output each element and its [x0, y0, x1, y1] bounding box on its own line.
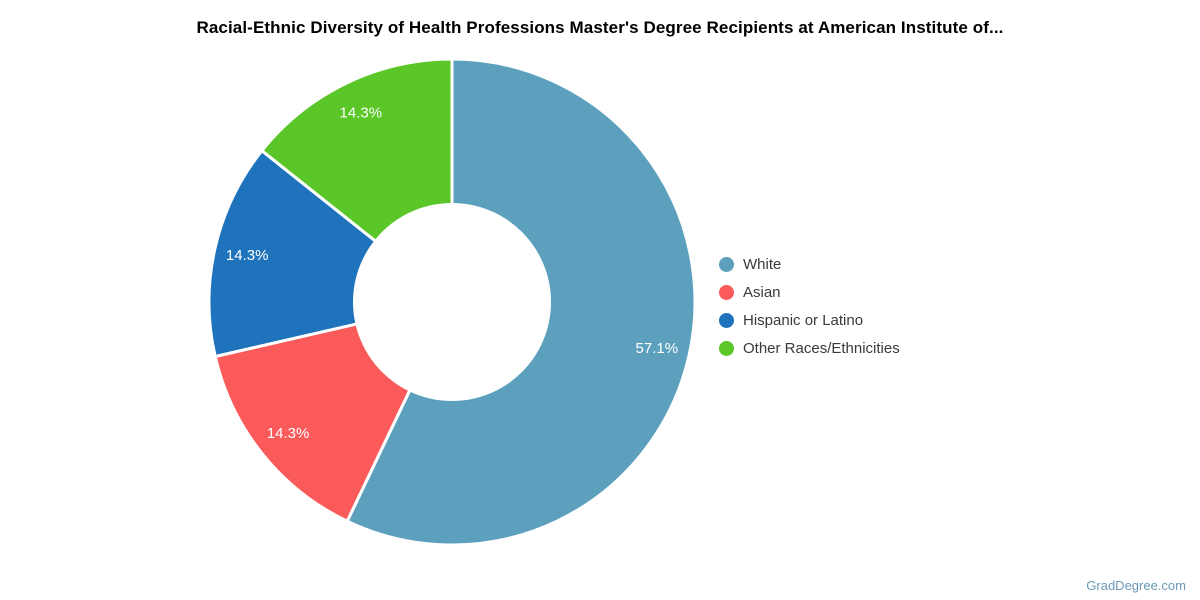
- pie-slice-label-other-races-ethnicities: 14.3%: [340, 104, 383, 121]
- pie-slice-label-asian: 14.3%: [267, 425, 310, 442]
- legend-item-white: White: [719, 256, 900, 273]
- legend: White Asian Hispanic or Latino Other Rac…: [719, 256, 900, 357]
- pie-slice-label-hispanic-or-latino: 14.3%: [226, 247, 269, 264]
- brand-link[interactable]: GradDegree.com: [1086, 578, 1186, 593]
- pie-slice-label-white: 57.1%: [636, 340, 679, 357]
- legend-swatch-white-icon: [719, 257, 734, 272]
- legend-swatch-asian-icon: [719, 285, 734, 300]
- legend-label-asian: Asian: [743, 284, 781, 301]
- legend-item-hispanic-or-latino: Hispanic or Latino: [719, 312, 900, 329]
- legend-swatch-other-races-ethnicities-icon: [719, 341, 734, 356]
- donut-hole: [353, 203, 551, 401]
- legend-label-white: White: [743, 256, 782, 273]
- legend-label-hispanic-or-latino: Hispanic or Latino: [743, 312, 864, 329]
- legend-item-asian: Asian: [719, 284, 900, 301]
- legend-swatch-hispanic-or-latino-icon: [719, 313, 734, 328]
- chart-title: Racial-Ethnic Diversity of Health Profes…: [196, 18, 1004, 37]
- legend-item-other-races-ethnicities: Other Races/Ethnicities: [719, 340, 900, 357]
- legend-label-other-races-ethnicities: Other Races/Ethnicities: [743, 340, 900, 357]
